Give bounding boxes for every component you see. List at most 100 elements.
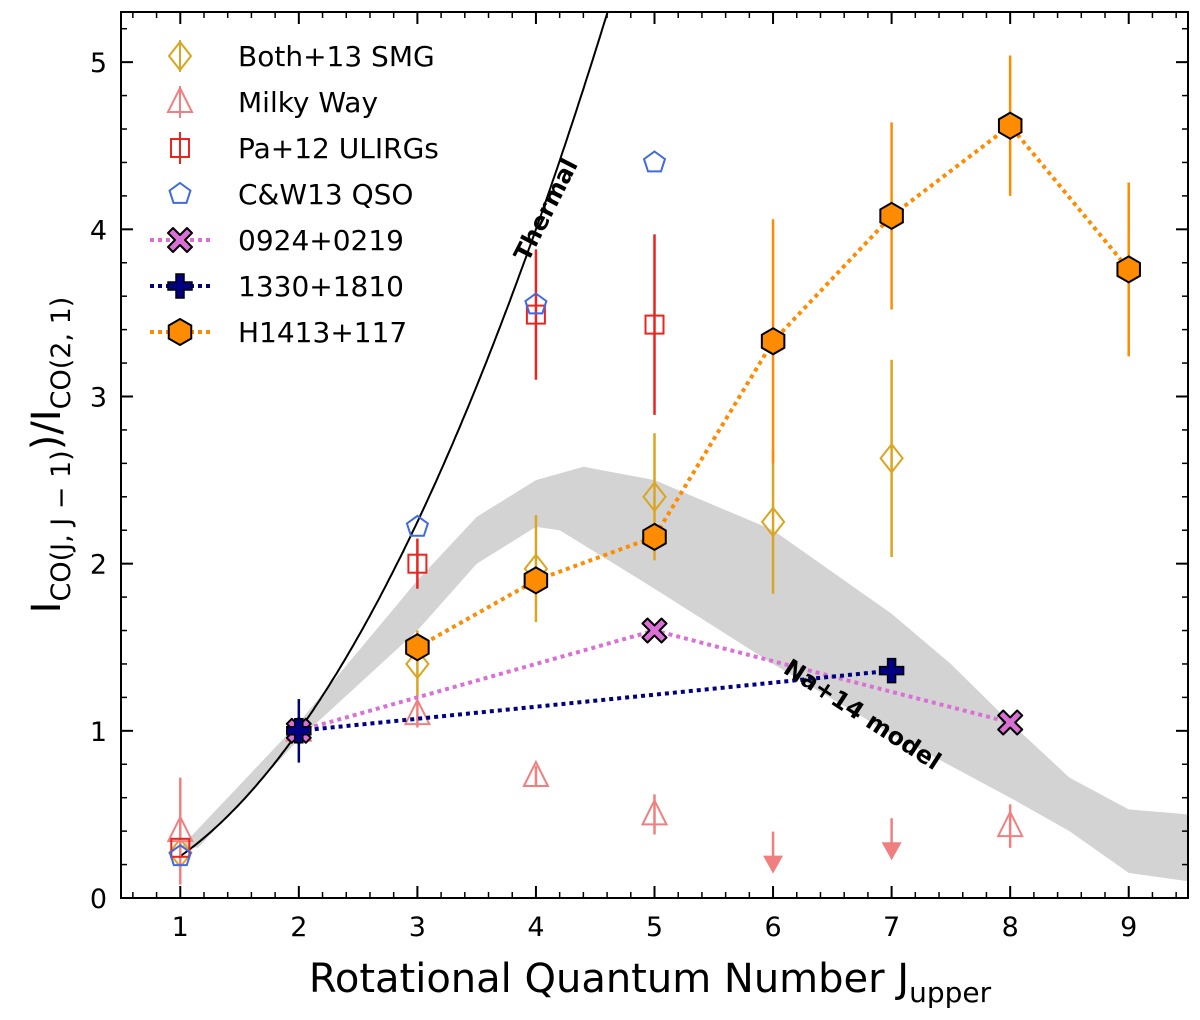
diamond-shape bbox=[167, 40, 193, 72]
data-point-1-4 bbox=[640, 798, 669, 826]
legend-marker bbox=[167, 273, 193, 299]
plus-shape bbox=[286, 718, 312, 744]
legend-marker bbox=[170, 138, 190, 158]
y-tick-label: 1 bbox=[90, 717, 107, 748]
legend-marker bbox=[166, 85, 194, 113]
hexagon-shape bbox=[879, 201, 904, 231]
legend-marker bbox=[167, 40, 193, 72]
data-point-4-2 bbox=[997, 709, 1024, 736]
data-point-6-6 bbox=[1116, 255, 1141, 284]
data-point-3-1 bbox=[405, 514, 430, 537]
x-tick-label: 9 bbox=[1120, 912, 1137, 943]
y-tick-label: 3 bbox=[90, 382, 107, 413]
pentagon-shape bbox=[524, 292, 548, 315]
data-point-6-4 bbox=[879, 201, 904, 231]
y-tick-label: 5 bbox=[90, 48, 107, 79]
pentagon-shape bbox=[405, 514, 430, 537]
legend-label: C&W13 QSO bbox=[238, 178, 413, 211]
y-tick-label: 2 bbox=[90, 550, 107, 581]
legend-entry-6: H1413+117 bbox=[150, 316, 407, 349]
legend-label: Milky Way bbox=[238, 86, 378, 119]
x-tick-label: 7 bbox=[883, 912, 900, 943]
x-shape bbox=[641, 617, 668, 644]
triangle-shape bbox=[522, 759, 550, 787]
x-tick-label: 1 bbox=[172, 912, 189, 943]
series-4 bbox=[285, 617, 1024, 744]
data-point-3-0 bbox=[168, 843, 192, 867]
x-axis-title-main: Rotational Quantum Number J bbox=[309, 956, 909, 1002]
series-6 bbox=[405, 55, 1141, 662]
square-shape bbox=[407, 553, 428, 574]
y-axis-title-mid: )/I bbox=[24, 409, 70, 450]
data-point-3-3 bbox=[642, 150, 667, 173]
y-axis-title-main: I bbox=[24, 602, 70, 614]
data-point-6-5 bbox=[997, 111, 1023, 140]
data-point-6-0 bbox=[405, 633, 430, 662]
x-tick-label: 5 bbox=[646, 912, 663, 943]
plot-area bbox=[166, 12, 1188, 885]
legend-label: H1413+117 bbox=[238, 316, 407, 349]
data-point-5-0 bbox=[286, 718, 312, 744]
series-line-5 bbox=[298, 668, 892, 733]
diamond-shape bbox=[879, 442, 904, 474]
legend-marker bbox=[168, 181, 192, 204]
series-2 bbox=[170, 234, 665, 858]
hexagon-shape bbox=[405, 633, 430, 662]
pentagon-shape bbox=[642, 150, 667, 173]
hexagon-shape bbox=[167, 317, 193, 347]
legend: Both+13 SMG Milky Way Pa+12 ULIRGs C&W13 QS… bbox=[150, 40, 439, 349]
hexagon-shape bbox=[760, 327, 786, 356]
data-point-2-2 bbox=[525, 304, 546, 325]
legend-entry-5: 1330+1810 bbox=[150, 270, 404, 303]
plus-shape bbox=[167, 273, 193, 299]
x-tick-label: 2 bbox=[290, 912, 307, 943]
data-point-2-3 bbox=[644, 314, 665, 335]
y-tick-label: 0 bbox=[90, 884, 107, 915]
legend-marker bbox=[167, 317, 193, 347]
legend-label: 0924+0219 bbox=[238, 224, 404, 257]
legend-label: 1330+1810 bbox=[238, 270, 404, 303]
legend-entry-2: Pa+12 ULIRGs bbox=[170, 132, 439, 165]
data-point-1-3 bbox=[522, 759, 550, 787]
hexagon-shape bbox=[1116, 255, 1141, 284]
series-3 bbox=[168, 150, 667, 867]
hexagon-shape bbox=[997, 111, 1023, 140]
series-5 bbox=[286, 657, 905, 763]
data-point-2-1 bbox=[407, 553, 428, 574]
triangle-shape bbox=[166, 814, 194, 843]
triangle-shape bbox=[640, 798, 669, 826]
diamond-shape bbox=[405, 648, 430, 680]
y-axis-title-sub2: CO(2, 1) bbox=[46, 297, 77, 410]
upper-limit-1-1 bbox=[881, 818, 902, 861]
hexagon-shape bbox=[523, 566, 549, 595]
thermal-annotation: Thermal bbox=[508, 154, 583, 266]
data-point-1-0 bbox=[166, 814, 194, 843]
legend-entry-1: Milky Way bbox=[166, 85, 378, 119]
legend-entry-0: Both+13 SMG bbox=[167, 40, 435, 73]
data-point-0-5 bbox=[760, 506, 786, 538]
triangle-shape bbox=[166, 85, 194, 113]
data-point-1-2 bbox=[403, 697, 432, 726]
thermal-curve bbox=[179, 12, 609, 858]
triangle-shape bbox=[403, 697, 432, 726]
square-shape bbox=[525, 304, 546, 325]
upper-limit-1-0 bbox=[763, 831, 784, 874]
data-point-0-2 bbox=[405, 648, 430, 680]
series-layer bbox=[166, 55, 1141, 885]
x-tick-label: 3 bbox=[409, 912, 426, 943]
x-shape bbox=[997, 709, 1024, 736]
upper-limit-arrow bbox=[763, 855, 784, 874]
plus-shape bbox=[878, 657, 905, 684]
diamond-shape bbox=[760, 506, 786, 538]
series-1 bbox=[166, 697, 1024, 885]
data-point-0-6 bbox=[879, 442, 904, 474]
square-shape bbox=[170, 138, 190, 158]
square-shape bbox=[170, 837, 191, 858]
axes: 1 2 3 4 5 6 7 8 9 0 1 2 3 4 5 bbox=[90, 11, 1189, 943]
hexagon-shape bbox=[642, 522, 667, 552]
legend-marker bbox=[167, 227, 193, 253]
data-point-0-4 bbox=[642, 481, 667, 513]
data-point-6-3 bbox=[760, 327, 786, 356]
x-tick-label: 6 bbox=[764, 912, 781, 943]
x-axis-title-sub: upper bbox=[909, 976, 992, 1009]
